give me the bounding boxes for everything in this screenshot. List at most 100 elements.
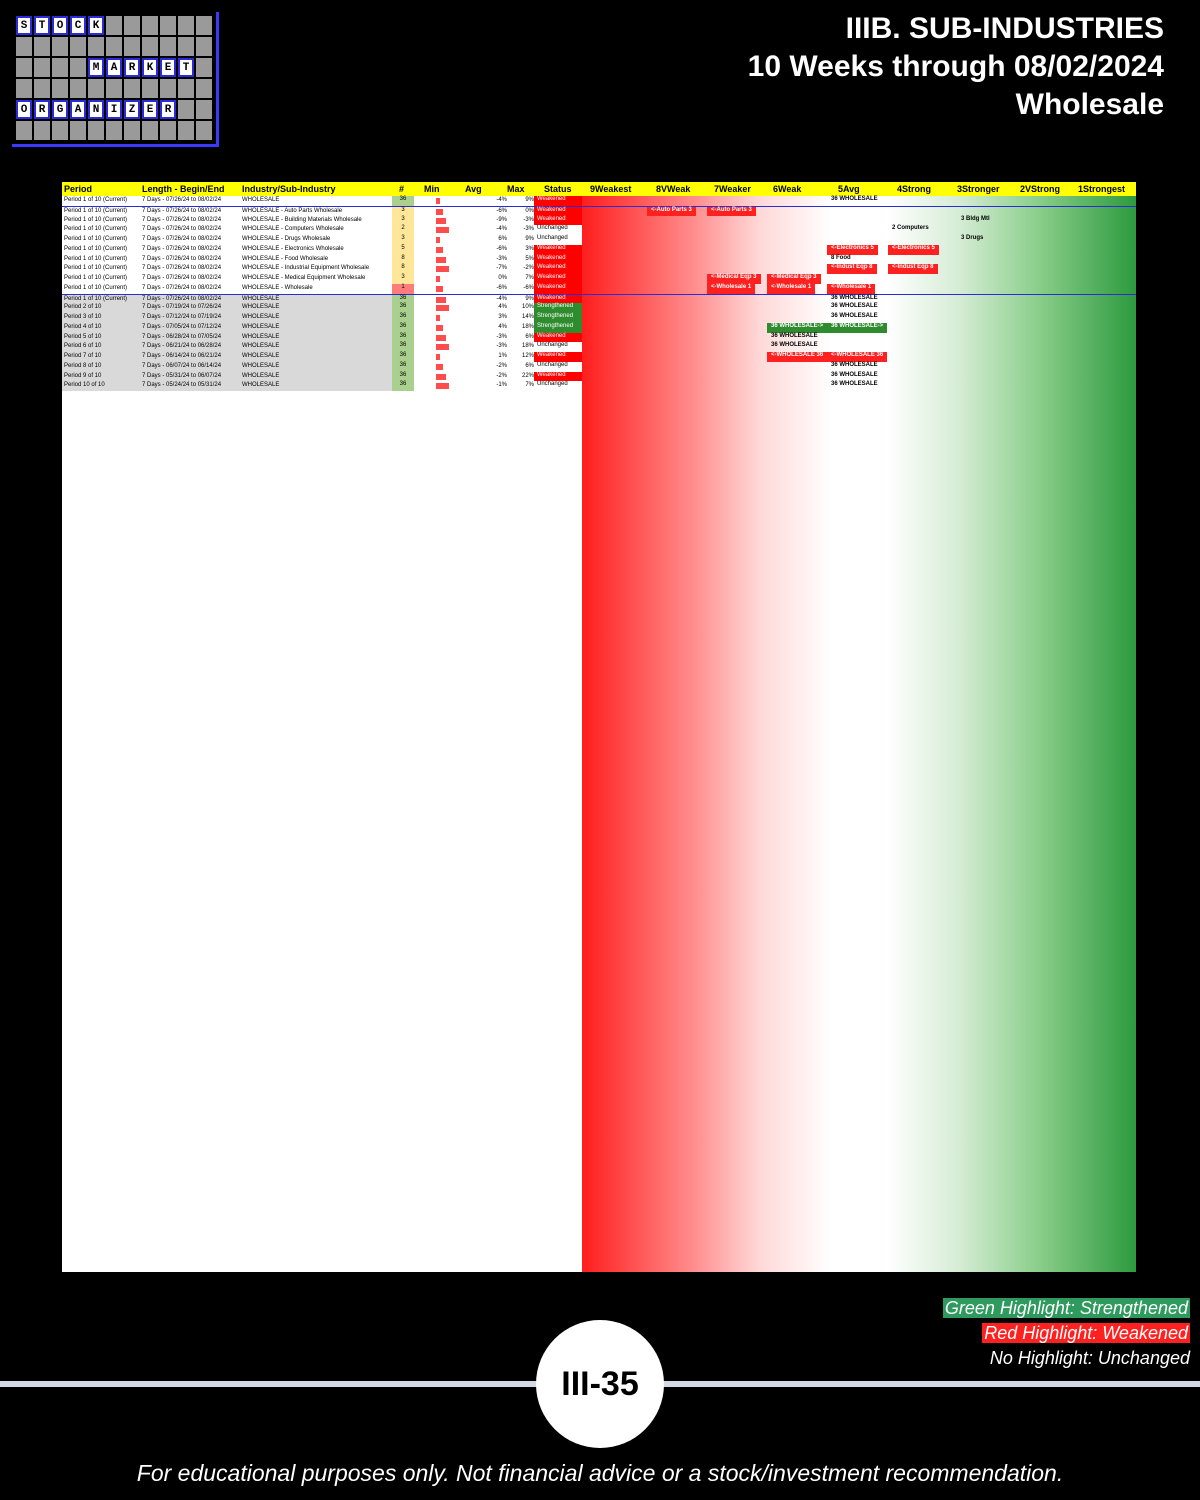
period-cell: Period 9 of 10 (64, 372, 102, 379)
logo-letter: O (52, 16, 68, 35)
table-row: Period 5 of 10 7 Days - 06/28/24 to 07/05… (62, 332, 1136, 343)
period-cell: Period 1 of 10 (Current) (64, 197, 128, 203)
rank-tag: <-Electronics 5 (888, 244, 939, 255)
avg-cell: 1% (498, 353, 507, 359)
status-cell: Weakened (534, 215, 582, 226)
min-bar-cell (420, 207, 460, 216)
max-cell: 6% (525, 362, 534, 369)
industry-cell: WHOLESALE (242, 197, 280, 203)
logo-letter: Z (124, 100, 140, 119)
column-header: 3Stronger (957, 184, 1000, 194)
length-cell: 7 Days - 07/26/24 to 08/02/24 (142, 275, 222, 281)
avg-cell: -6% (496, 284, 507, 291)
logo-letter: R (34, 100, 50, 119)
row-label-bg (62, 294, 392, 304)
industry-cell: WHOLESALE - Computers Wholesale (242, 226, 344, 233)
table-row: Period 1 of 10 (Current) 7 Days - 07/26/2… (62, 225, 1136, 235)
avg-cell: -1% (496, 382, 507, 389)
logo-cell (160, 121, 176, 140)
table-row: Period 1 of 10 (Current) 7 Days - 07/26/2… (62, 274, 1136, 284)
table-row: Period 1 of 10 (Current) 7 Days - 07/26/2… (62, 215, 1136, 226)
rank-tag: <-WHOLESALE 36 (827, 352, 888, 362)
rank-tag: <-Wholesale 1 (767, 283, 816, 294)
logo-letter: I (106, 100, 122, 119)
column-header: 4Strong (897, 184, 932, 194)
column-header: Min (424, 184, 440, 194)
avg-cell: 3% (498, 314, 507, 320)
logo-letter: E (142, 100, 158, 119)
max-cell: 0% (525, 207, 534, 214)
period-cell: Period 1 of 10 (Current) (64, 226, 128, 233)
logo-cell (106, 37, 122, 56)
max-cell: -3% (523, 216, 534, 223)
period-cell: Period 1 of 10 (Current) (64, 216, 128, 223)
max-cell: -6% (523, 284, 534, 291)
avg-cell: -6% (496, 207, 507, 214)
column-header: Period (64, 184, 93, 194)
table-row: Period 1 of 10 (Current) 7 Days - 07/26/2… (62, 264, 1136, 274)
period-cell: Period 8 of 10 (64, 362, 102, 369)
max-cell: 10% (521, 304, 534, 311)
column-header: 8VWeak (656, 184, 691, 194)
max-cell: 12% (521, 353, 534, 359)
avg-cell: -2% (496, 362, 507, 369)
rank-tag: 36 WHOLESALE (831, 294, 878, 301)
period-cell: Period 5 of 10 (64, 333, 102, 340)
status-cell: Weakened (534, 254, 582, 265)
status-cell: Strengthened (534, 313, 582, 323)
industry-cell: WHOLESALE (242, 362, 280, 369)
status-cell: Weakened (534, 371, 582, 382)
logo-cell (34, 37, 50, 56)
length-cell: 7 Days - 07/26/24 to 08/02/24 (142, 295, 222, 302)
count-cell: 8 (392, 264, 414, 274)
avg-cell: 0% (498, 275, 507, 281)
table-row: Period 3 of 10 7 Days - 07/12/24 to 07/19… (62, 313, 1136, 323)
status-cell: Weakened (534, 294, 582, 304)
industry-cell: WHOLESALE - Wholesale (242, 284, 313, 291)
row-label-bg (62, 313, 392, 323)
logo-cell (124, 79, 140, 98)
avg-cell: -2% (496, 372, 507, 379)
legend: Green Highlight: Strengthened Red Highli… (942, 1296, 1190, 1371)
avg-cell: 6% (498, 236, 507, 242)
period-cell: Period 1 of 10 (Current) (64, 236, 128, 242)
industry-cell: WHOLESALE (242, 295, 280, 302)
period-cell: Period 1 of 10 (Current) (64, 295, 128, 302)
count-cell: 5 (392, 244, 414, 255)
logo-cell (178, 100, 194, 119)
max-cell: 22% (521, 372, 534, 379)
count-cell: 3 (392, 274, 414, 284)
rank-tag: <-Medical Eqp 3 (707, 274, 761, 284)
rank-tag: <-Wholesale 1 (827, 283, 876, 294)
column-header: 1Strongest (1078, 184, 1126, 194)
avg-cell: -7% (496, 265, 507, 272)
length-cell: 7 Days - 07/26/24 to 08/02/24 (142, 284, 222, 291)
min-bar-cell (420, 225, 460, 235)
min-bar-cell (420, 313, 460, 323)
avg-cell: -4% (496, 295, 507, 302)
logo-cell (70, 58, 86, 77)
avg-cell: -9% (496, 216, 507, 223)
max-cell: 9% (525, 236, 534, 242)
min-bar (436, 383, 449, 390)
row-label-bg (62, 303, 392, 313)
count-cell: 36 (392, 342, 414, 352)
max-cell: 7% (525, 382, 534, 389)
count-cell: 36 (392, 196, 414, 206)
min-bar-cell (420, 323, 460, 333)
min-bar-cell (420, 295, 460, 304)
logo-cell (196, 37, 212, 56)
status-cell: Unchanged (537, 381, 568, 388)
logo-cell (142, 37, 158, 56)
count-cell: 36 (392, 352, 414, 362)
page-title: IIIB. SUB-INDUSTRIES (845, 12, 1164, 45)
status-cell: Weakened (534, 244, 582, 255)
logo-letter: M (88, 58, 104, 77)
count-cell: 2 (392, 225, 414, 235)
avg-cell: -3% (496, 343, 507, 350)
logo-letter: N (88, 100, 104, 119)
logo-letter: T (178, 58, 194, 77)
avg-cell: -3% (496, 255, 507, 262)
logo-cell (34, 121, 50, 140)
min-bar (436, 373, 446, 380)
